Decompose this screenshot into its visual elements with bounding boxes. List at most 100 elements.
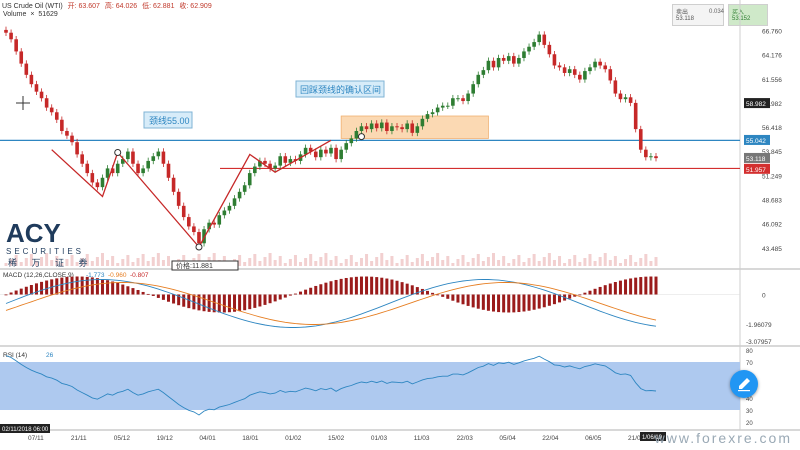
macd-histogram-bar (233, 294, 237, 312)
macd-histogram-bar (100, 279, 104, 295)
candle (562, 67, 567, 73)
close-icon[interactable]: × (30, 11, 35, 18)
volume-bar (466, 262, 470, 266)
volume-bar (344, 259, 348, 266)
volume-bar (593, 261, 597, 266)
candle (405, 123, 409, 130)
volume-bar (65, 259, 69, 266)
macd-histogram-bar (95, 278, 99, 295)
macd-histogram-bar (283, 294, 287, 298)
macd-title: MACD (12,26,CLOSE,9) (3, 272, 74, 279)
price-tick: 56.418 (762, 125, 782, 132)
macd-histogram-bar (339, 278, 343, 295)
volume-bar (258, 261, 262, 266)
volume-bar (481, 261, 485, 266)
candle (9, 32, 13, 40)
candle (303, 147, 308, 155)
price-tick: 46.092 (762, 222, 782, 229)
pattern-path (51, 139, 332, 249)
candle (161, 151, 166, 164)
volume-bar (75, 262, 79, 266)
candle (633, 102, 638, 130)
watermark: www.forexre.com (654, 430, 792, 446)
macd-histogram-bar (19, 288, 23, 295)
candle (618, 93, 623, 100)
volume-bar (436, 253, 440, 266)
rsi-line (5, 355, 657, 416)
candle (54, 112, 59, 120)
candle (237, 191, 242, 199)
candle (29, 74, 34, 85)
candle (263, 160, 267, 164)
macd-tick: -3.07957 (746, 339, 772, 346)
candle (603, 65, 608, 70)
x-tick: 07/11 (28, 435, 44, 442)
volume-bar (492, 253, 495, 266)
volume-bar (29, 254, 33, 266)
volume-bar (9, 259, 13, 266)
macd-histogram-bar (486, 294, 490, 311)
x-tick: 18/01 (242, 435, 259, 442)
volume-bar (578, 262, 582, 266)
macd-histogram-bar (288, 294, 292, 296)
macd-histogram-bar (552, 294, 556, 305)
price-tick: 61.556 (762, 77, 782, 84)
volume-bar (380, 253, 384, 266)
macd-histogram-bar (187, 294, 191, 309)
volume-bar (608, 260, 612, 266)
candle (141, 168, 145, 174)
edit-button[interactable] (730, 370, 758, 398)
sell-button[interactable]: 卖出 53.118 (672, 4, 724, 26)
buy-button[interactable]: 买入 53.152 (728, 4, 768, 26)
macd-histogram-bar (624, 279, 628, 295)
candle (242, 185, 247, 192)
volume-bar (598, 257, 602, 266)
macd-histogram-bar (299, 291, 303, 295)
volume-bar (624, 259, 628, 266)
candle (212, 222, 217, 225)
macd-histogram-bar (80, 276, 84, 295)
candle (522, 51, 526, 58)
buy-label: 买入 (732, 10, 745, 16)
candle (268, 163, 272, 169)
macd-histogram-bar (172, 294, 176, 304)
volume-bar (639, 258, 643, 266)
candle (207, 222, 211, 230)
volume-bar (400, 259, 404, 266)
candle (491, 60, 496, 68)
logo-brand: ACY (6, 218, 61, 248)
price-label-box (744, 152, 770, 163)
macd-histogram-bar (639, 277, 643, 295)
volume-bar (507, 263, 511, 266)
volume-bar (471, 258, 475, 266)
macd-line (5, 279, 657, 328)
logo-line2: 稀 万 证 券 (8, 257, 94, 268)
macd-histogram-bar (238, 294, 242, 312)
rsi-tick: 30 (746, 409, 753, 415)
zone-label-box (295, 80, 385, 98)
volume-indicator: Volume × 51629 (3, 11, 58, 18)
macd-histogram-bar (126, 286, 130, 295)
date-marker: 02/11/2018 06:00 (2, 427, 49, 433)
macd-histogram-bar (431, 292, 435, 295)
macd-histogram-bar (45, 280, 49, 295)
volume-bar (573, 255, 577, 266)
candle (451, 98, 455, 106)
price-label-box (744, 98, 770, 109)
macd-histogram-bar (197, 294, 201, 311)
neckline-label: 颈线55.00 (149, 115, 190, 126)
candle (227, 205, 232, 211)
macd-histogram-bar (212, 294, 216, 313)
volume-bar (55, 256, 59, 266)
candle (593, 61, 597, 68)
candle (247, 173, 252, 186)
candle (4, 29, 8, 33)
volume-bar (349, 255, 353, 266)
candle (476, 74, 481, 85)
volume-bar (502, 256, 506, 266)
candle (623, 97, 628, 100)
pivot-marker (357, 133, 365, 141)
macd-histogram-bar (34, 283, 38, 295)
macd-histogram-bar (227, 294, 231, 313)
